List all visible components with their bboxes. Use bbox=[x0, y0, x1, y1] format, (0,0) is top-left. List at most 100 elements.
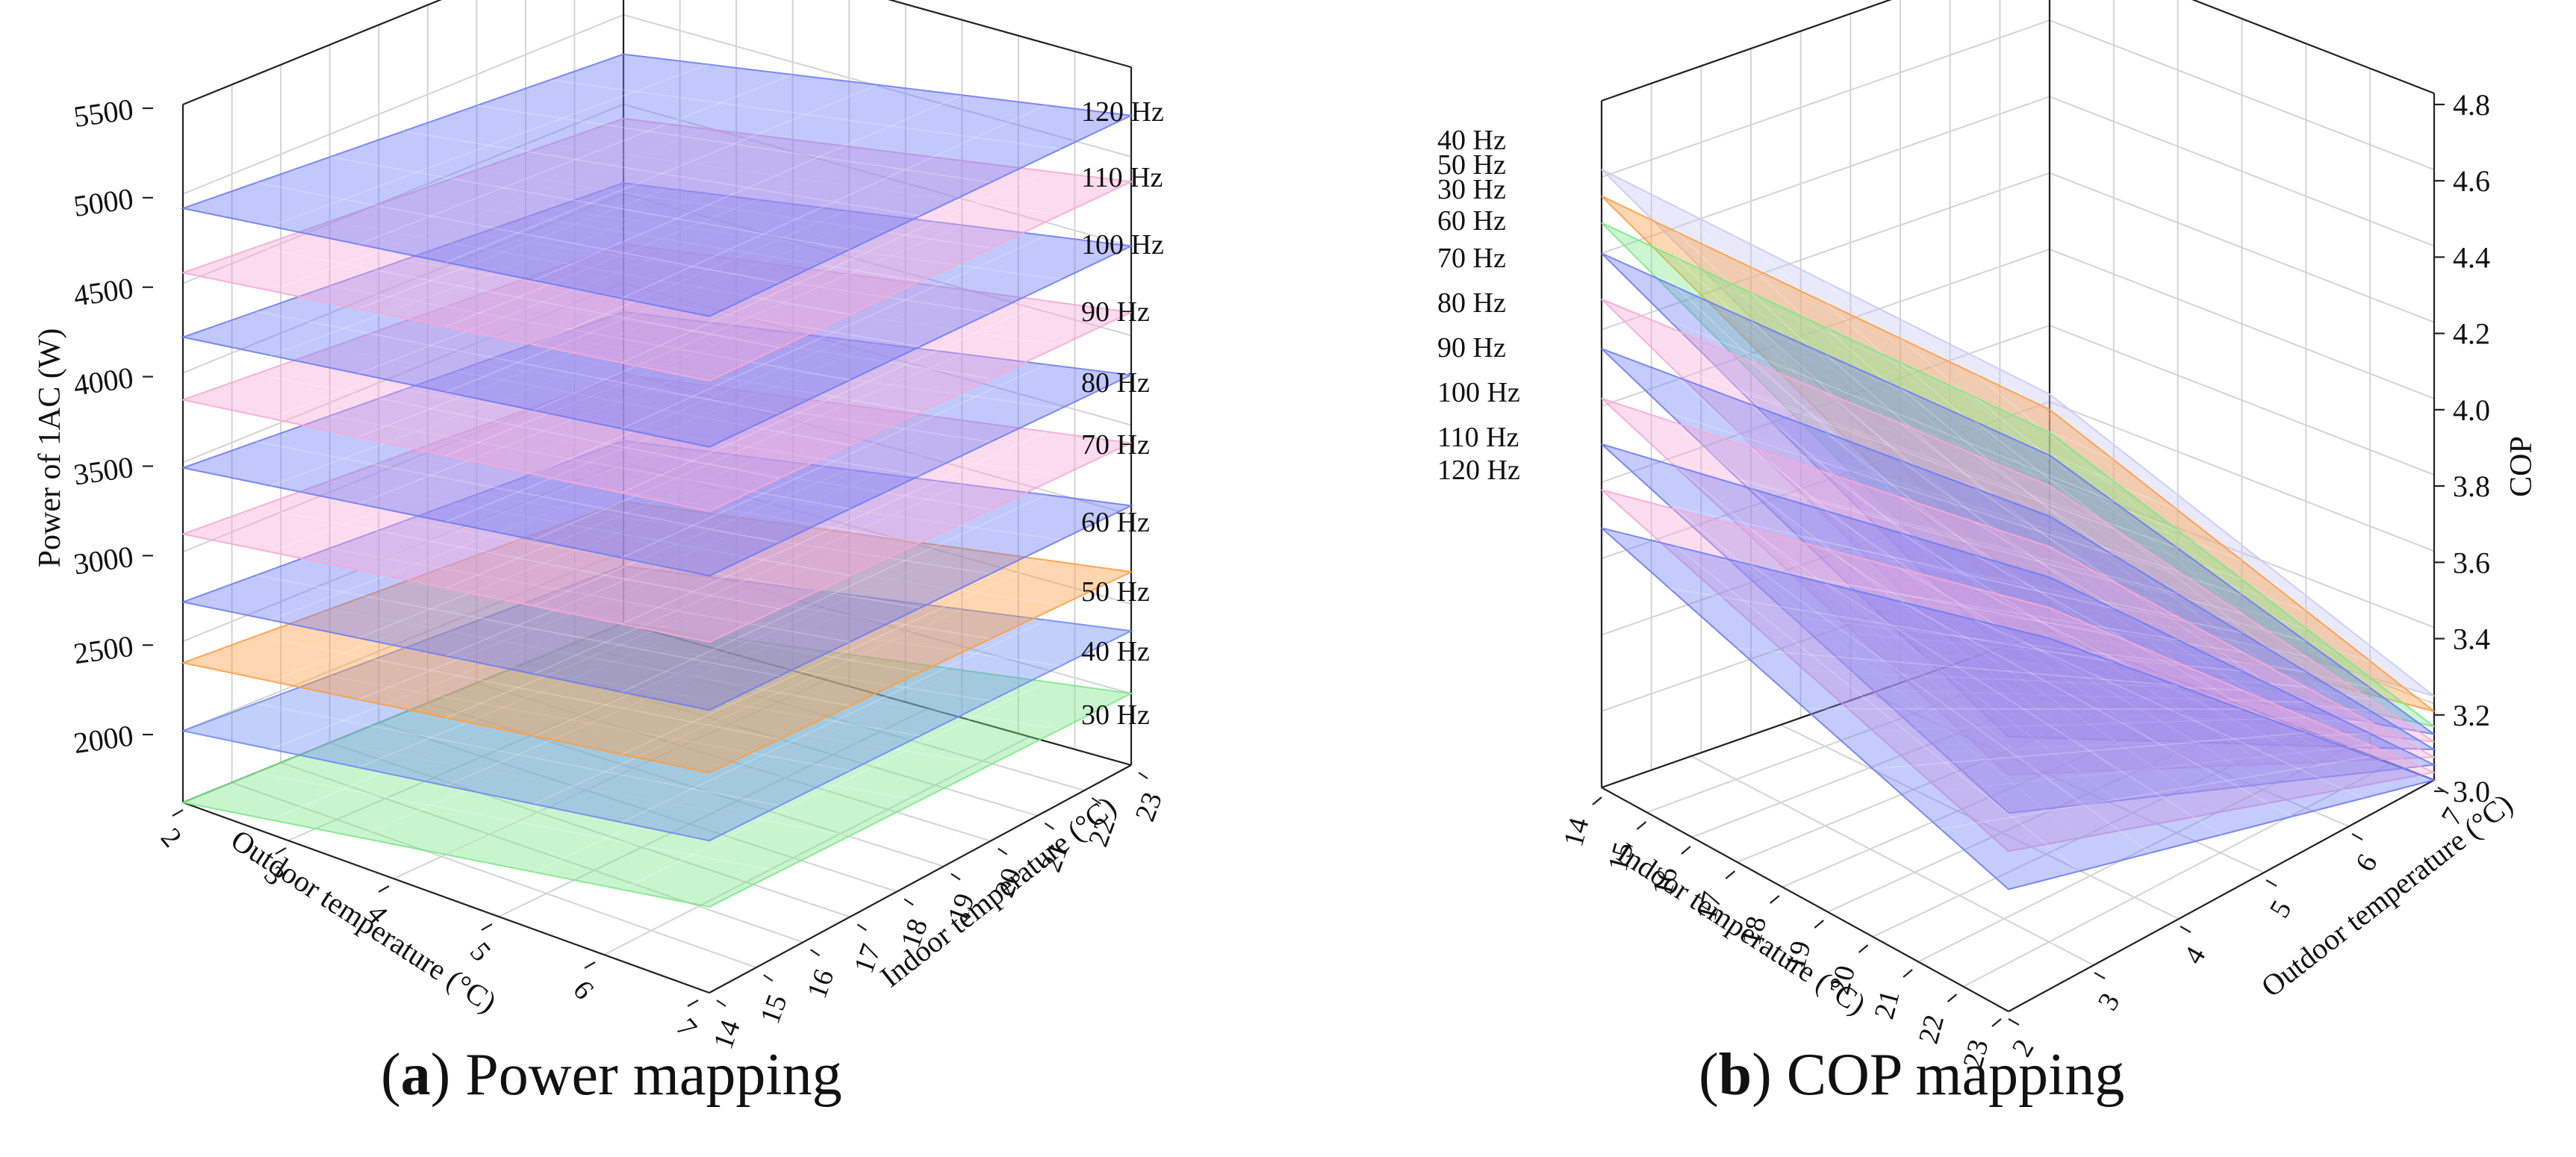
surface-mesh bbox=[550, 269, 1061, 346]
series-label: 100 Hz bbox=[1437, 377, 1520, 408]
grid-line bbox=[2049, 401, 2435, 552]
surface-mesh bbox=[446, 658, 878, 855]
axis-line bbox=[1601, 629, 2050, 789]
surface-mesh bbox=[329, 675, 850, 772]
surface-mesh bbox=[256, 246, 780, 349]
surface-mesh bbox=[621, 300, 1047, 493]
grid-line bbox=[182, 282, 624, 464]
surface-plane bbox=[180, 53, 1134, 317]
grid-line bbox=[329, 742, 850, 918]
surface-mesh bbox=[1676, 231, 2080, 619]
surface-mesh bbox=[1676, 546, 2080, 872]
surface-mesh bbox=[402, 453, 921, 543]
axis-line bbox=[182, 801, 710, 994]
surface-mesh bbox=[329, 415, 850, 510]
grid-line bbox=[1827, 713, 2264, 913]
z-tick-label: 4500 bbox=[72, 271, 135, 313]
x-tick bbox=[1681, 846, 1691, 855]
surface-mesh bbox=[533, 160, 962, 346]
surface-mesh bbox=[1750, 447, 2151, 770]
grid-line bbox=[182, 551, 624, 732]
y-tick bbox=[1044, 822, 1055, 830]
surface-mesh bbox=[1900, 319, 2293, 656]
surface-mesh bbox=[1737, 303, 2178, 496]
axis-line bbox=[2049, 629, 2435, 782]
surface-mesh bbox=[1669, 319, 2115, 502]
surface-mesh bbox=[533, 548, 962, 737]
surface-plane bbox=[180, 182, 1134, 448]
surface-mesh bbox=[270, 128, 709, 292]
surface-mesh bbox=[358, 587, 793, 768]
surface-mesh bbox=[329, 285, 850, 381]
surface-120hz bbox=[1601, 527, 2437, 891]
surface-mesh bbox=[1974, 396, 2364, 711]
surface-mesh bbox=[476, 105, 991, 184]
x-tick bbox=[1903, 969, 1913, 978]
surface-mesh bbox=[1737, 523, 2178, 618]
surface-mesh bbox=[1900, 460, 2293, 746]
surface-mesh bbox=[1676, 286, 2080, 670]
grid-line bbox=[623, 282, 1132, 426]
surface-100hz bbox=[180, 182, 1134, 448]
surface-mesh bbox=[1750, 266, 2151, 637]
surface-mesh bbox=[1825, 431, 2222, 744]
surface-mesh bbox=[1825, 392, 2222, 719]
surface-mesh bbox=[1825, 302, 2222, 656]
surface-mesh bbox=[329, 347, 850, 446]
grid-line bbox=[1601, 19, 2050, 178]
y-tick bbox=[2351, 833, 2363, 841]
surface-plane bbox=[180, 117, 1134, 382]
surface-30hz bbox=[180, 622, 1134, 908]
grid-line bbox=[603, 736, 1030, 955]
surface-mesh bbox=[1825, 281, 2222, 635]
surface-mesh bbox=[256, 441, 780, 543]
grid-lines bbox=[182, 0, 1132, 994]
series-label: 50 Hz bbox=[1437, 149, 1506, 181]
y-tick bbox=[856, 923, 867, 932]
x-tick bbox=[378, 885, 390, 893]
z-tick-label: 3.4 bbox=[2453, 623, 2490, 656]
surface-mesh bbox=[1805, 542, 2242, 634]
surface-mesh bbox=[1737, 648, 2178, 687]
surface-120hz bbox=[180, 53, 1134, 317]
grid-line bbox=[287, 651, 726, 841]
y-tick bbox=[809, 949, 821, 957]
surfaces bbox=[1601, 169, 2437, 891]
surface-mesh bbox=[1750, 564, 2151, 854]
surface-mesh bbox=[1974, 454, 2364, 735]
axis-line bbox=[2191, 0, 2435, 95]
surface-mesh bbox=[476, 682, 991, 766]
y-tick bbox=[2265, 879, 2277, 887]
surface-plane bbox=[1601, 348, 2437, 751]
surface-40hz bbox=[180, 565, 1134, 842]
surface-mesh bbox=[446, 149, 878, 328]
grid-line bbox=[1646, 646, 2093, 814]
grid-line bbox=[182, 103, 624, 284]
surface-mesh bbox=[402, 389, 921, 476]
surface-mesh bbox=[1805, 454, 2242, 596]
z-tick-label: 3500 bbox=[72, 450, 135, 492]
surface-plane bbox=[180, 373, 1134, 643]
x-tick-label: 21 bbox=[1868, 987, 1905, 1023]
surface-plane bbox=[1601, 222, 2435, 728]
grid-line bbox=[182, 13, 624, 195]
surface-mesh bbox=[1940, 588, 2371, 689]
surface-mesh bbox=[402, 321, 921, 413]
z-tick-label: 3.8 bbox=[2453, 470, 2490, 503]
grid-line bbox=[182, 461, 624, 643]
y-tick-label: 23 bbox=[1129, 788, 1168, 826]
surface-mesh bbox=[1676, 376, 2080, 740]
surface-plane bbox=[1601, 252, 2435, 735]
surface-mesh bbox=[1900, 532, 2293, 782]
surface-mesh bbox=[1825, 510, 2222, 790]
y-tick-label: 4 bbox=[2178, 941, 2212, 969]
surface-mesh bbox=[1669, 236, 2115, 446]
surface-mesh bbox=[1941, 628, 2371, 700]
surface-mesh bbox=[1873, 562, 2306, 658]
axis-line bbox=[1601, 787, 2009, 1012]
surface-mesh bbox=[621, 681, 1047, 891]
grid-line bbox=[2049, 553, 2435, 705]
x-tick bbox=[1725, 870, 1736, 879]
grid-line bbox=[427, 702, 945, 867]
